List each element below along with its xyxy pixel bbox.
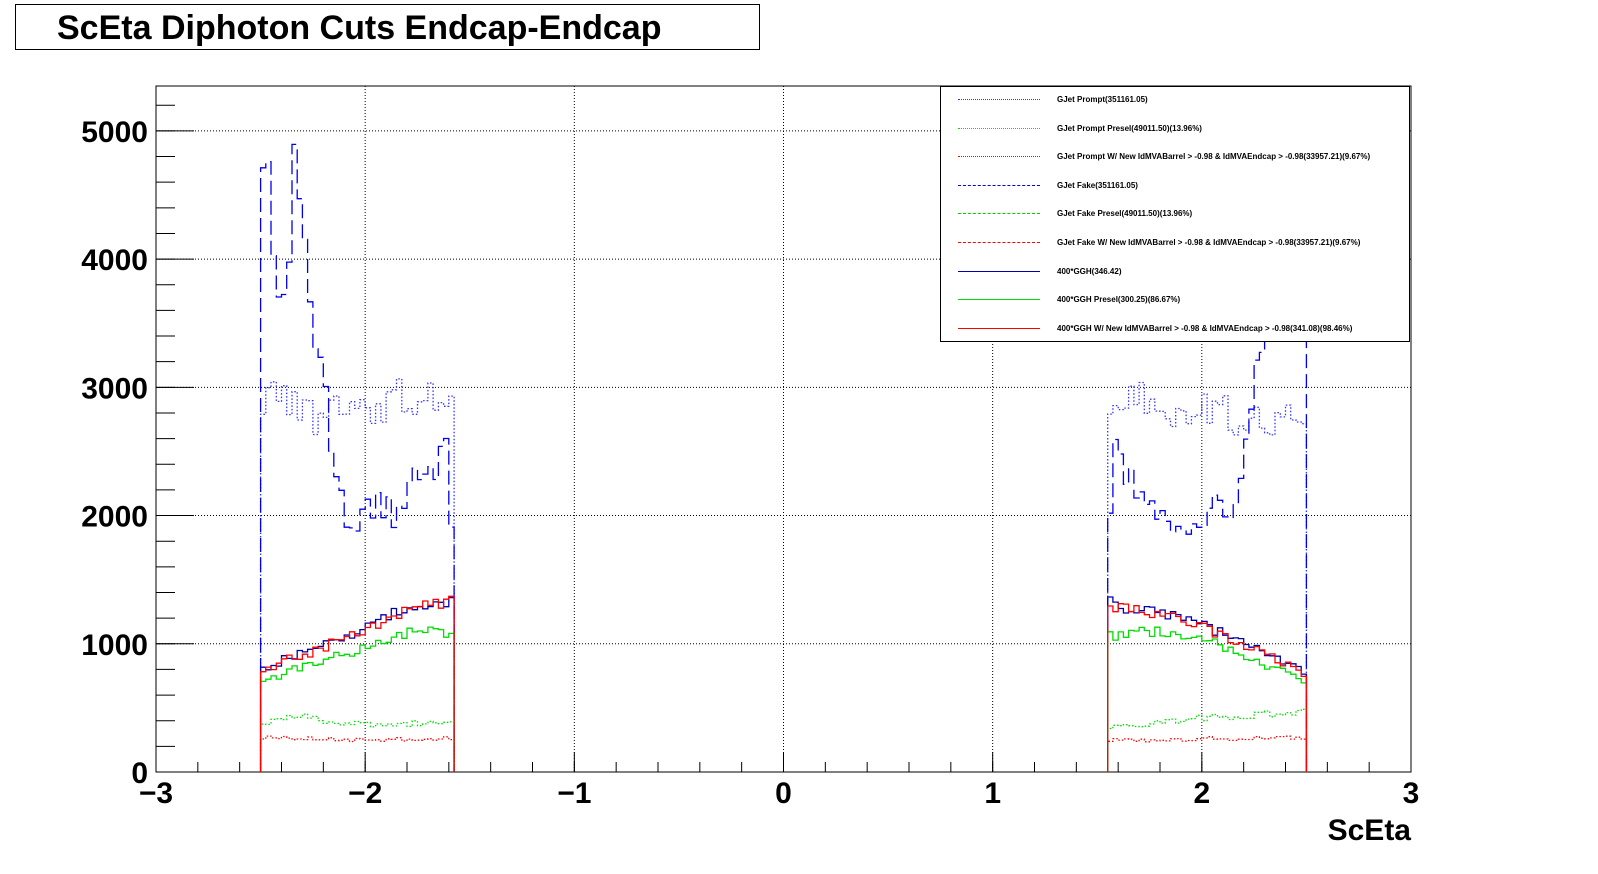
- legend-swatch: [958, 127, 1040, 133]
- legend-label: GJet Prompt W/ New IdMVABarrel > -0.98 &…: [1057, 152, 1371, 162]
- y-tick-label: 4000: [81, 244, 148, 277]
- legend-label: GJet Prompt(351161.05): [1057, 95, 1148, 104]
- series-line: [259, 735, 455, 772]
- y-tick-label: 2000: [81, 501, 148, 534]
- x-tick-label: −1: [557, 777, 591, 810]
- legend-label: 400*GGH Presel(300.25)(86.67%): [1057, 295, 1181, 305]
- legend-label: GJet Fake W/ New IdMVABarrel > -0.98 & I…: [1057, 238, 1361, 247]
- y-tick-label: 5000: [81, 116, 148, 149]
- y-tick-label: 0: [131, 757, 148, 790]
- series-line: [1107, 735, 1308, 772]
- legend-entry: 400*GGH W/ New IdMVABarrel > -0.98 & IdM…: [941, 316, 1409, 344]
- x-tick-label: 0: [775, 777, 792, 810]
- legend-swatch: [958, 156, 1040, 161]
- legend-entry: GJet Prompt Presel(49011.50)(13.96%): [941, 116, 1409, 144]
- legend-label: GJet Prompt Presel(49011.50)(13.96%): [1057, 123, 1202, 133]
- legend-entry: 400*GGH Presel(300.25)(86.67%): [941, 287, 1409, 315]
- chart-title: ScEta Diphoton Cuts Endcap-Endcap: [57, 9, 662, 47]
- legend-entry: GJet Prompt W/ New IdMVABarrel > -0.98 &…: [941, 144, 1409, 172]
- series-line: [259, 143, 455, 772]
- series-line: [1107, 381, 1308, 772]
- legend-label: GJet Fake(351161.05): [1057, 180, 1138, 190]
- legend-swatch: [958, 299, 1040, 304]
- x-tick-label: −3: [139, 777, 173, 810]
- x-tick-label: −2: [348, 777, 382, 810]
- legend-label: GJet Fake Presel(49011.50)(13.96%): [1057, 209, 1193, 219]
- legend-label: 400*GGH W/ New IdMVABarrel > -0.98 & IdM…: [1057, 323, 1353, 333]
- series-line: [1107, 272, 1308, 772]
- x-tick-label: 1: [984, 777, 1001, 810]
- tick-labels: −3 −2 −1 0 1 2 3 0 1000 2000 3000 4000 5000: [81, 116, 1419, 810]
- legend-label: 400*GGH(346.42): [1057, 266, 1122, 276]
- series-line: [1107, 603, 1308, 772]
- legend: GJet Prompt(351161.05) GJet Prompt Presel…: [940, 86, 1410, 342]
- x-tick-label: 3: [1403, 777, 1420, 810]
- series-line: [259, 626, 455, 772]
- title-box: ScEta Diphoton Cuts Endcap-Endcap: [15, 4, 760, 50]
- series-line: [259, 378, 455, 772]
- legend-entry: GJet Fake(351161.05): [941, 173, 1409, 201]
- series-line: [259, 596, 455, 772]
- legend-swatch: [958, 242, 1040, 247]
- x-tick-label: 2: [1193, 777, 1210, 810]
- axis-ticks: [155, 104, 1412, 773]
- legend-swatch: [958, 270, 1040, 276]
- legend-entry: 400*GGH(346.42): [941, 259, 1409, 287]
- series-line: [1107, 708, 1308, 772]
- y-tick-label: 3000: [81, 372, 148, 405]
- legend-entry: GJet Fake Presel(49011.50)(13.96%): [941, 201, 1409, 229]
- legend-swatch: [958, 327, 1040, 333]
- legend-entry: GJet Prompt(351161.05): [941, 87, 1409, 115]
- series-line: [259, 713, 455, 772]
- x-axis-label: ScEta: [1328, 814, 1412, 847]
- y-tick-label: 1000: [81, 629, 148, 662]
- series-line: [1107, 626, 1308, 772]
- legend-swatch: [958, 99, 1040, 104]
- legend-swatch: [958, 184, 1040, 190]
- series-line: [259, 595, 455, 772]
- legend-swatch: [958, 213, 1040, 218]
- legend-entry: GJet Fake W/ New IdMVABarrel > -0.98 & I…: [941, 230, 1409, 258]
